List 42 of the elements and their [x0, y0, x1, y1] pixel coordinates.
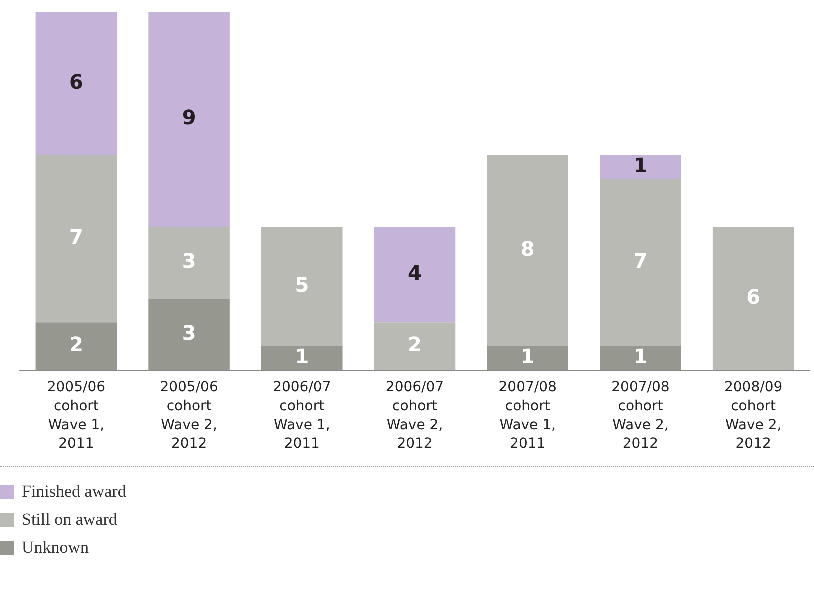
- data-label: 1: [520, 344, 535, 369]
- data-label: 2: [408, 332, 422, 357]
- data-label: 1: [634, 154, 648, 178]
- data-label: 5: [295, 272, 310, 297]
- data-label: 6: [69, 70, 84, 94]
- bar: [487, 346, 568, 370]
- x-tick-label: 2006/07 cohort Wave 1, 2011: [273, 379, 332, 452]
- bar: [36, 155, 118, 323]
- data-label: 6: [746, 284, 761, 309]
- x-tick-label: 2007/08 cohort Wave 2, 2012: [612, 379, 670, 452]
- bar: [36, 322, 118, 370]
- bar: [600, 346, 682, 370]
- bar: [148, 12, 230, 228]
- data-label: 3: [182, 320, 196, 345]
- data-label: 2: [69, 332, 84, 357]
- bar: [600, 179, 682, 347]
- data-label: 8: [520, 237, 535, 262]
- legend-label: Unknown: [22, 538, 90, 558]
- x-tick-label: 2008/09 cohort Wave 2, 2012: [724, 379, 783, 452]
- bar: [148, 227, 230, 299]
- bar: [374, 227, 456, 323]
- bar: [148, 298, 230, 370]
- legend-label: Finished award: [22, 482, 126, 502]
- data-label: 4: [408, 261, 422, 286]
- bar: [262, 346, 343, 370]
- data-label: 1: [295, 344, 310, 369]
- bar: [374, 322, 456, 370]
- bar: [712, 227, 794, 370]
- data-label: 9: [182, 106, 196, 130]
- data-label: 7: [634, 249, 648, 274]
- bar: [36, 12, 118, 156]
- x-tick-label: 2005/06 cohort Wave 2, 2012: [160, 379, 218, 452]
- data-label: 7: [69, 225, 84, 250]
- data-label: 3: [182, 249, 196, 274]
- x-tick-label: 2006/07 cohort Wave 2, 2012: [386, 379, 444, 452]
- legend-label: Still on award: [22, 510, 118, 530]
- bar: [262, 227, 343, 347]
- bar: [487, 155, 568, 347]
- x-tick-label: 2007/08 cohort Wave 1, 2011: [498, 379, 557, 452]
- data-label: 1: [634, 344, 648, 369]
- bar: [600, 155, 682, 180]
- x-tick-label: 2005/06 cohort Wave 1, 2011: [47, 379, 106, 452]
